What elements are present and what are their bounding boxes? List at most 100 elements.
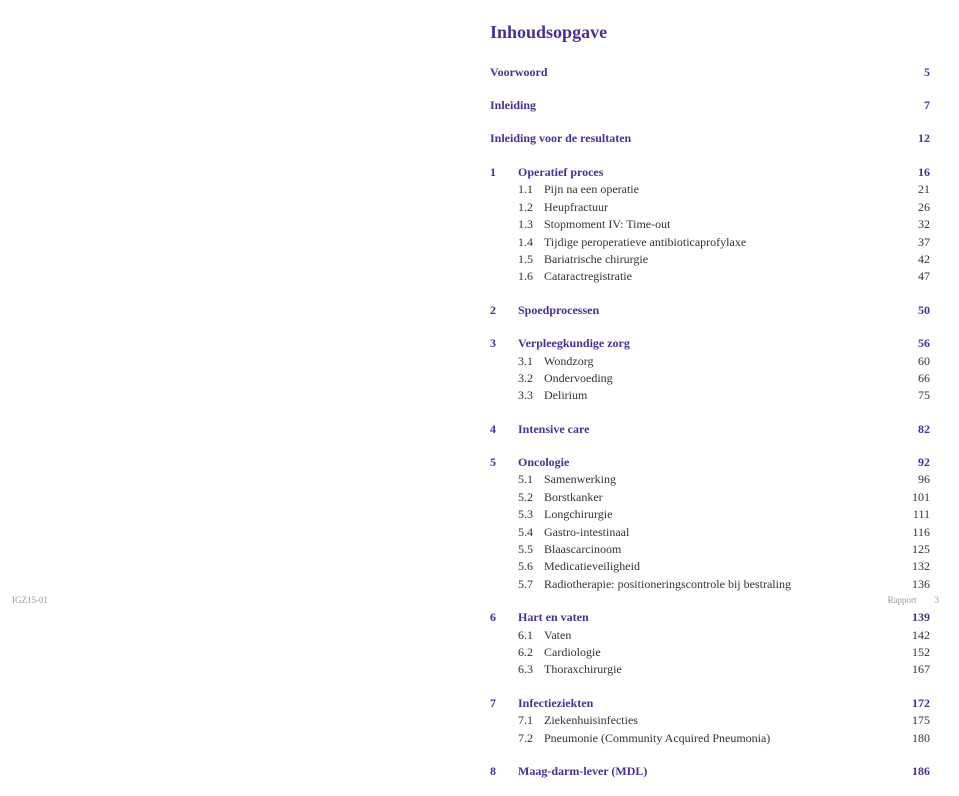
- sub-row: 5.4Gastro-intestinaal116: [490, 524, 930, 541]
- sub-page: 125: [894, 541, 930, 558]
- sub-row-spacer: [490, 712, 518, 729]
- sub-page: 132: [894, 558, 930, 575]
- chapter-row: 7Infectieziekten172: [490, 695, 930, 712]
- sub-title: Wondzorg: [544, 353, 894, 370]
- chapter-title: Oncologie: [518, 454, 894, 471]
- left-page-footer: IGZ15-01: [0, 595, 48, 605]
- sub-row-spacer: [490, 268, 518, 285]
- sub-page: 37: [894, 234, 930, 251]
- sub-number: 1.4: [518, 234, 544, 251]
- sub-page: 142: [894, 627, 930, 644]
- sub-row-spacer: [490, 216, 518, 233]
- sub-title: Vaten: [544, 627, 894, 644]
- toc-section: 2Spoedprocessen50: [490, 302, 930, 319]
- chapter-row: 2Spoedprocessen50: [490, 302, 930, 319]
- front-matter-title: Inleiding: [490, 98, 536, 113]
- chapter-title: Verpleegkundige zorg: [518, 335, 894, 352]
- sub-number: 5.7: [518, 576, 544, 593]
- sub-page: 175: [894, 712, 930, 729]
- toc-title: Inhoudsopgave: [490, 22, 930, 43]
- toc-section: 3Verpleegkundige zorg563.1Wondzorg603.2O…: [490, 335, 930, 405]
- chapter-row: 6Hart en vaten139: [490, 609, 930, 626]
- sub-title: Longchirurgie: [544, 506, 894, 523]
- sub-row: 5.3Longchirurgie111: [490, 506, 930, 523]
- chapter-number: 4: [490, 421, 518, 438]
- sub-page: 21: [894, 181, 930, 198]
- sub-number: 5.2: [518, 489, 544, 506]
- sub-row: 3.3Delirium75: [490, 387, 930, 404]
- sub-row-spacer: [490, 181, 518, 198]
- chapter-title: Hart en vaten: [518, 609, 894, 626]
- chapter-title: Infectieziekten: [518, 695, 894, 712]
- front-matter-page: 7: [924, 98, 930, 113]
- sub-number: 6.3: [518, 661, 544, 678]
- toc-section: 4Intensive care82: [490, 421, 930, 438]
- chapter-row: 5Oncologie92: [490, 454, 930, 471]
- sub-row: 3.2Ondervoeding66: [490, 370, 930, 387]
- footer-page-number: 3: [935, 595, 940, 605]
- sub-row: 5.7Radiotherapie: positioneringscontrole…: [490, 576, 930, 593]
- sub-row-spacer: [490, 661, 518, 678]
- sub-number: 5.6: [518, 558, 544, 575]
- toc-section: 8Maag-darm-lever (MDL)186: [490, 763, 930, 780]
- front-matter-title: Inleiding voor de resultaten: [490, 131, 631, 146]
- sub-title: Stopmoment IV: Time-out: [544, 216, 894, 233]
- toc-section: 1Operatief proces161.1Pijn na een operat…: [490, 164, 930, 286]
- sub-page: 32: [894, 216, 930, 233]
- sub-number: 6.2: [518, 644, 544, 661]
- sub-page: 152: [894, 644, 930, 661]
- sub-number: 3.1: [518, 353, 544, 370]
- sub-title: Samenwerking: [544, 471, 894, 488]
- sub-row: 3.1Wondzorg60: [490, 353, 930, 370]
- sub-row: 6.3Thoraxchirurgie167: [490, 661, 930, 678]
- sub-title: Cardiologie: [544, 644, 894, 661]
- sub-title: Heupfractuur: [544, 199, 894, 216]
- sub-number: 1.3: [518, 216, 544, 233]
- sub-page: 47: [894, 268, 930, 285]
- sub-row-spacer: [490, 524, 518, 541]
- sub-title: Thoraxchirurgie: [544, 661, 894, 678]
- sub-title: Cataractregistratie: [544, 268, 894, 285]
- chapter-title: Intensive care: [518, 421, 894, 438]
- sub-number: 7.1: [518, 712, 544, 729]
- sub-number: 1.6: [518, 268, 544, 285]
- footer-label: Rapport: [888, 595, 917, 605]
- front-matter-row: Inleiding voor de resultaten12: [490, 131, 930, 146]
- sub-row: 6.1Vaten142: [490, 627, 930, 644]
- sub-row: 5.5Blaascarcinoom125: [490, 541, 930, 558]
- sub-row: 1.6Cataractregistratie47: [490, 268, 930, 285]
- chapter-number: 2: [490, 302, 518, 319]
- sub-page: 116: [894, 524, 930, 541]
- sub-row-spacer: [490, 471, 518, 488]
- chapter-number: 8: [490, 763, 518, 780]
- chapter-number: 6: [490, 609, 518, 626]
- right-page-footer: Rapport 3: [888, 595, 940, 605]
- chapter-page: 50: [894, 302, 930, 319]
- sub-row-spacer: [490, 627, 518, 644]
- sub-row-spacer: [490, 387, 518, 404]
- sub-title: Tijdige peroperatieve antibioticaprofyla…: [544, 234, 894, 251]
- sub-title: Ondervoeding: [544, 370, 894, 387]
- sub-number: 7.2: [518, 730, 544, 747]
- sub-row-spacer: [490, 506, 518, 523]
- sub-title: Pijn na een operatie: [544, 181, 894, 198]
- chapter-page: 16: [894, 164, 930, 181]
- chapter-page: 139: [894, 609, 930, 626]
- sub-row: 7.1Ziekenhuisinfecties175: [490, 712, 930, 729]
- sub-page: 111: [894, 506, 930, 523]
- sub-page: 60: [894, 353, 930, 370]
- sub-number: 3.2: [518, 370, 544, 387]
- sub-page: 26: [894, 199, 930, 216]
- sub-row: 5.1Samenwerking96: [490, 471, 930, 488]
- sub-row-spacer: [490, 576, 518, 593]
- toc-container: Inhoudsopgave Voorwoord5Inleiding7Inleid…: [490, 22, 930, 796]
- toc-section: 7Infectieziekten1727.1Ziekenhuisinfectie…: [490, 695, 930, 747]
- sub-number: 1.2: [518, 199, 544, 216]
- sub-row: 1.3Stopmoment IV: Time-out32: [490, 216, 930, 233]
- chapter-page: 92: [894, 454, 930, 471]
- sub-page: 75: [894, 387, 930, 404]
- sub-number: 3.3: [518, 387, 544, 404]
- sub-number: 5.5: [518, 541, 544, 558]
- sub-title: Borstkanker: [544, 489, 894, 506]
- sub-number: 5.3: [518, 506, 544, 523]
